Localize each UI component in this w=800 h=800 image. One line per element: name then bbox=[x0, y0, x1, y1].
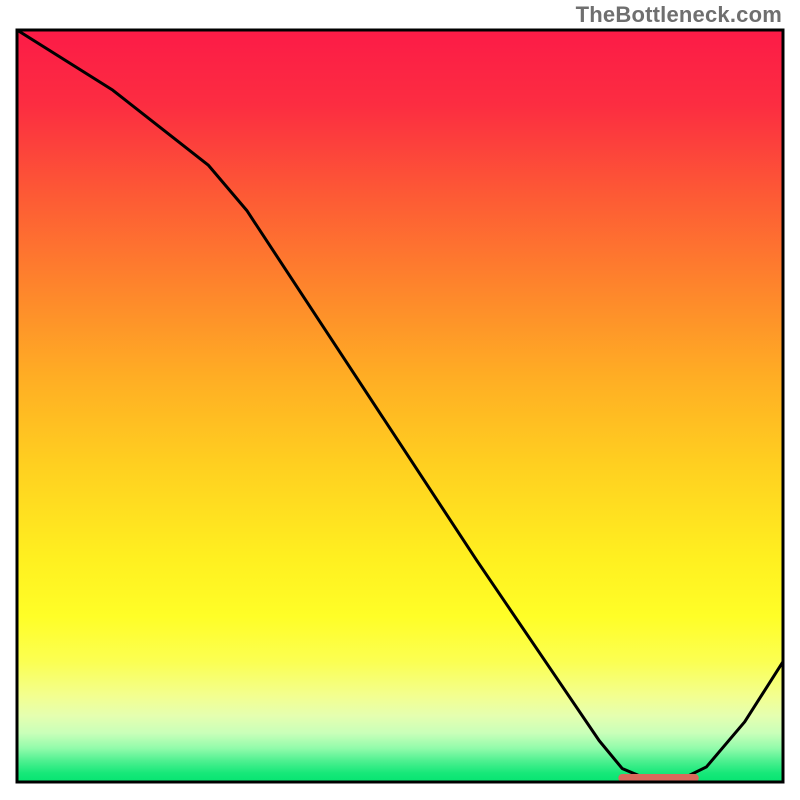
bottleneck-chart bbox=[0, 0, 800, 800]
chart-background-gradient bbox=[17, 30, 783, 782]
